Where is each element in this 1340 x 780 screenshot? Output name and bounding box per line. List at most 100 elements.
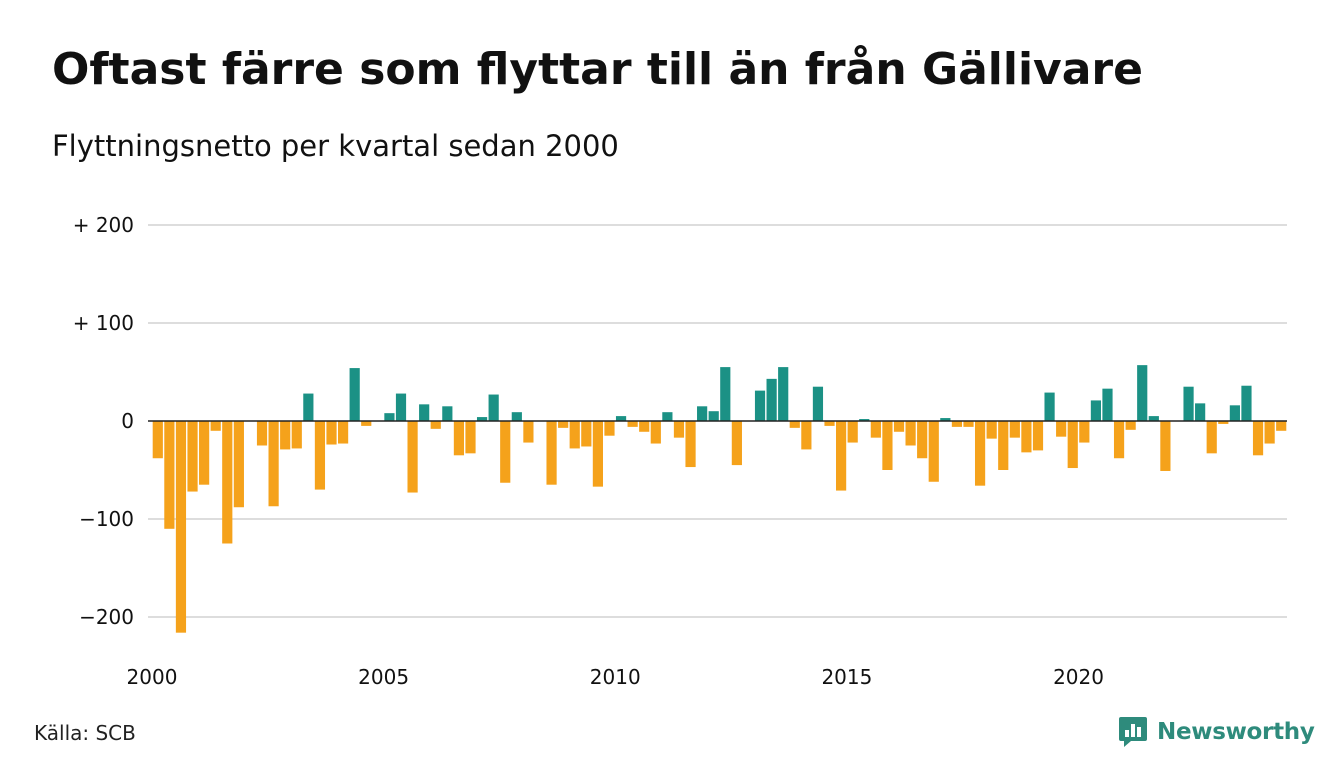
bar	[917, 421, 928, 459]
y-tick-label: 0	[121, 409, 134, 433]
bar	[604, 421, 615, 436]
bar	[1090, 400, 1101, 421]
bar	[1195, 403, 1206, 421]
bar	[639, 421, 650, 432]
bar	[256, 421, 268, 446]
chart-title: Oftast färre som flyttar till än från Gä…	[52, 44, 1143, 95]
bar	[731, 421, 742, 466]
bar	[222, 421, 233, 544]
bar	[882, 421, 893, 470]
bar	[581, 421, 592, 447]
x-tick-label: 2000	[127, 665, 178, 689]
bar	[812, 386, 824, 421]
y-tick-label: + 100	[73, 311, 134, 335]
bars	[152, 365, 1287, 633]
bar	[940, 418, 951, 421]
bar	[558, 421, 569, 428]
bar	[1009, 421, 1020, 438]
bar	[395, 393, 407, 421]
y-tick-label: + 200	[73, 213, 134, 237]
chart-subtitle: Flyttningsnetto per kvartal sedan 2000	[52, 129, 619, 163]
bar	[1067, 421, 1078, 469]
bar	[546, 421, 557, 485]
bar	[1113, 421, 1125, 459]
newsworthy-logo-icon	[1119, 717, 1147, 747]
bar	[859, 419, 870, 421]
bar	[361, 421, 372, 426]
bar	[338, 421, 349, 444]
bar	[187, 421, 198, 492]
bar	[1218, 421, 1229, 424]
bar	[152, 421, 163, 459]
bar	[905, 421, 916, 446]
bar	[870, 421, 881, 438]
bar	[847, 421, 858, 443]
source-note: Källa: SCB	[34, 721, 136, 745]
bar	[268, 421, 279, 507]
bar	[685, 421, 696, 468]
gridlines	[148, 224, 1287, 618]
y-tick-label: −200	[79, 605, 134, 629]
bar	[1229, 405, 1240, 421]
bar	[801, 421, 812, 450]
bar	[303, 393, 314, 421]
bar	[442, 406, 453, 421]
bar	[836, 421, 847, 491]
bar	[998, 421, 1009, 470]
bar	[963, 421, 974, 427]
bar	[974, 421, 986, 486]
y-tick-label: −100	[79, 507, 134, 531]
bar	[662, 412, 673, 421]
bar	[314, 421, 326, 490]
bar	[1276, 421, 1287, 431]
bar	[500, 421, 511, 483]
bar	[754, 390, 766, 421]
bar	[1125, 421, 1136, 430]
bar	[1032, 421, 1044, 451]
bar	[986, 421, 997, 439]
x-tick-label: 2010	[590, 665, 641, 689]
newsworthy-logo[interactable]: Newsworthy	[1118, 712, 1315, 752]
bar	[1264, 421, 1275, 444]
x-tick-label: 2005	[358, 665, 409, 689]
bar	[430, 421, 441, 429]
bar	[592, 421, 603, 487]
bar	[326, 421, 337, 445]
bar	[453, 421, 465, 456]
bar	[1044, 392, 1055, 421]
bar	[789, 421, 800, 428]
bar	[175, 421, 187, 633]
bar	[928, 421, 939, 482]
bar	[893, 421, 905, 432]
bar	[697, 406, 708, 421]
logo-text: Newsworthy	[1157, 719, 1315, 745]
bar	[1102, 388, 1113, 421]
bar	[627, 421, 638, 427]
bar	[419, 404, 430, 421]
bar	[523, 421, 534, 443]
bar	[708, 411, 719, 421]
bar	[1252, 421, 1264, 456]
bar	[673, 421, 685, 438]
bar	[164, 421, 175, 529]
bar	[280, 421, 291, 450]
bar	[720, 367, 731, 421]
bar	[778, 367, 789, 421]
bar	[349, 368, 360, 421]
x-tick-label: 2015	[821, 665, 872, 689]
bar	[210, 421, 221, 431]
bar	[1079, 421, 1090, 443]
bar	[569, 421, 580, 449]
y-axis-labels: + 200 + 100 0 −100 −200	[73, 213, 134, 629]
bar	[476, 417, 488, 421]
bar	[1160, 421, 1171, 471]
bar	[233, 421, 244, 508]
bar	[1137, 365, 1148, 421]
bar	[291, 421, 302, 449]
bar	[1183, 386, 1194, 421]
bar	[1206, 421, 1217, 454]
bar	[766, 378, 777, 421]
bar	[1056, 421, 1067, 437]
bar	[1241, 385, 1252, 421]
